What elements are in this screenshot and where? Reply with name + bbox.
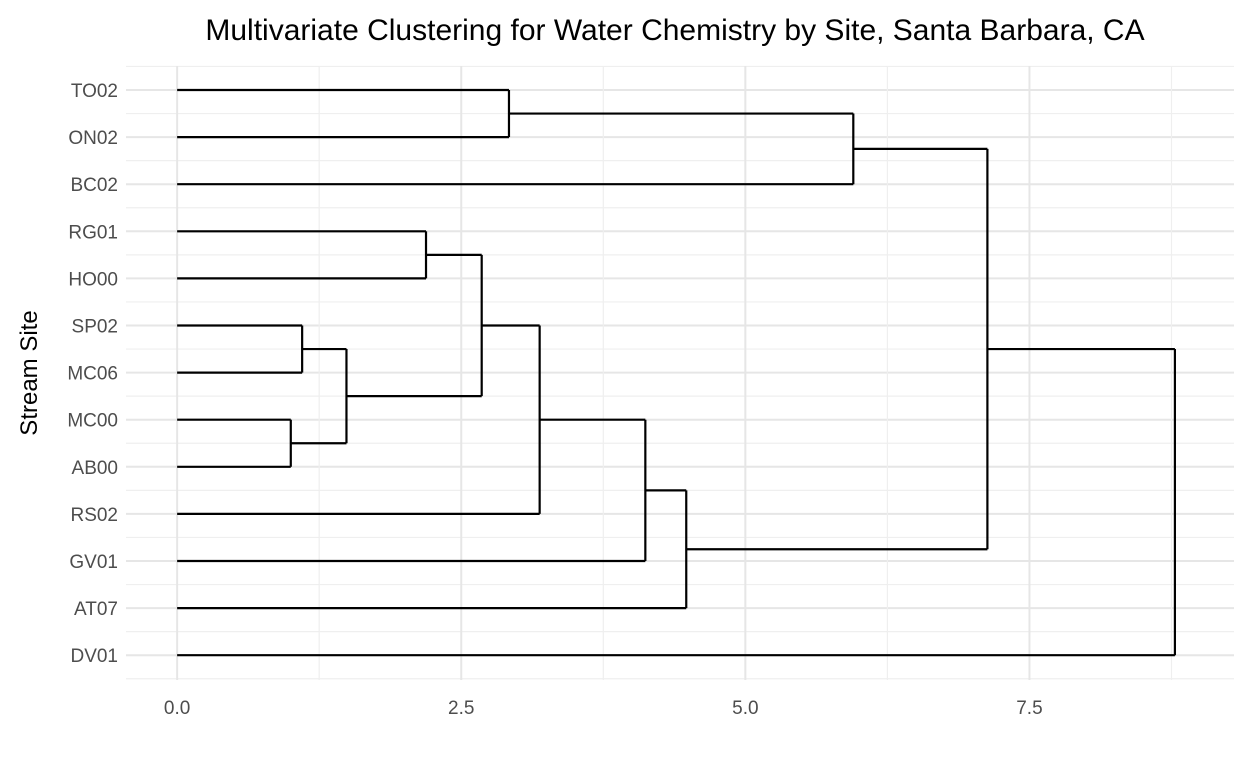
x-tick-labels: 0.0 2.5 5.0 7.5 xyxy=(164,698,1043,719)
y-axis-label: Stream Site xyxy=(16,310,43,435)
y-tick-label: MC00 xyxy=(67,411,118,432)
y-tick-label: AT07 xyxy=(74,599,118,620)
dendrogram-segments xyxy=(177,88,1177,657)
x-tick-label: 0.0 xyxy=(164,698,190,719)
y-tick-label: TO02 xyxy=(71,81,118,102)
y-tick-labels: TO02 ON02 BC02 RG01 HO00 SP02 MC06 MC00 AB00 RS02… xyxy=(67,81,118,667)
y-tick-label: RS02 xyxy=(70,505,118,526)
y-tick-label: ON02 xyxy=(68,128,118,149)
y-tick-label: BC02 xyxy=(70,175,118,196)
chart-title: Multivariate Clustering for Water Chemis… xyxy=(205,14,1144,47)
y-tick-label: DV01 xyxy=(70,646,118,667)
y-tick-label: HO00 xyxy=(68,269,118,290)
y-tick-label: GV01 xyxy=(69,552,118,573)
y-tick-label: MC06 xyxy=(67,364,118,385)
y-tick-label: SP02 xyxy=(72,317,118,338)
x-tick-label: 5.0 xyxy=(732,698,758,719)
x-tick-label: 7.5 xyxy=(1016,698,1042,719)
x-tick-label: 2.5 xyxy=(448,698,474,719)
y-tick-label: AB00 xyxy=(72,458,118,479)
y-tick-label: RG01 xyxy=(68,222,118,243)
